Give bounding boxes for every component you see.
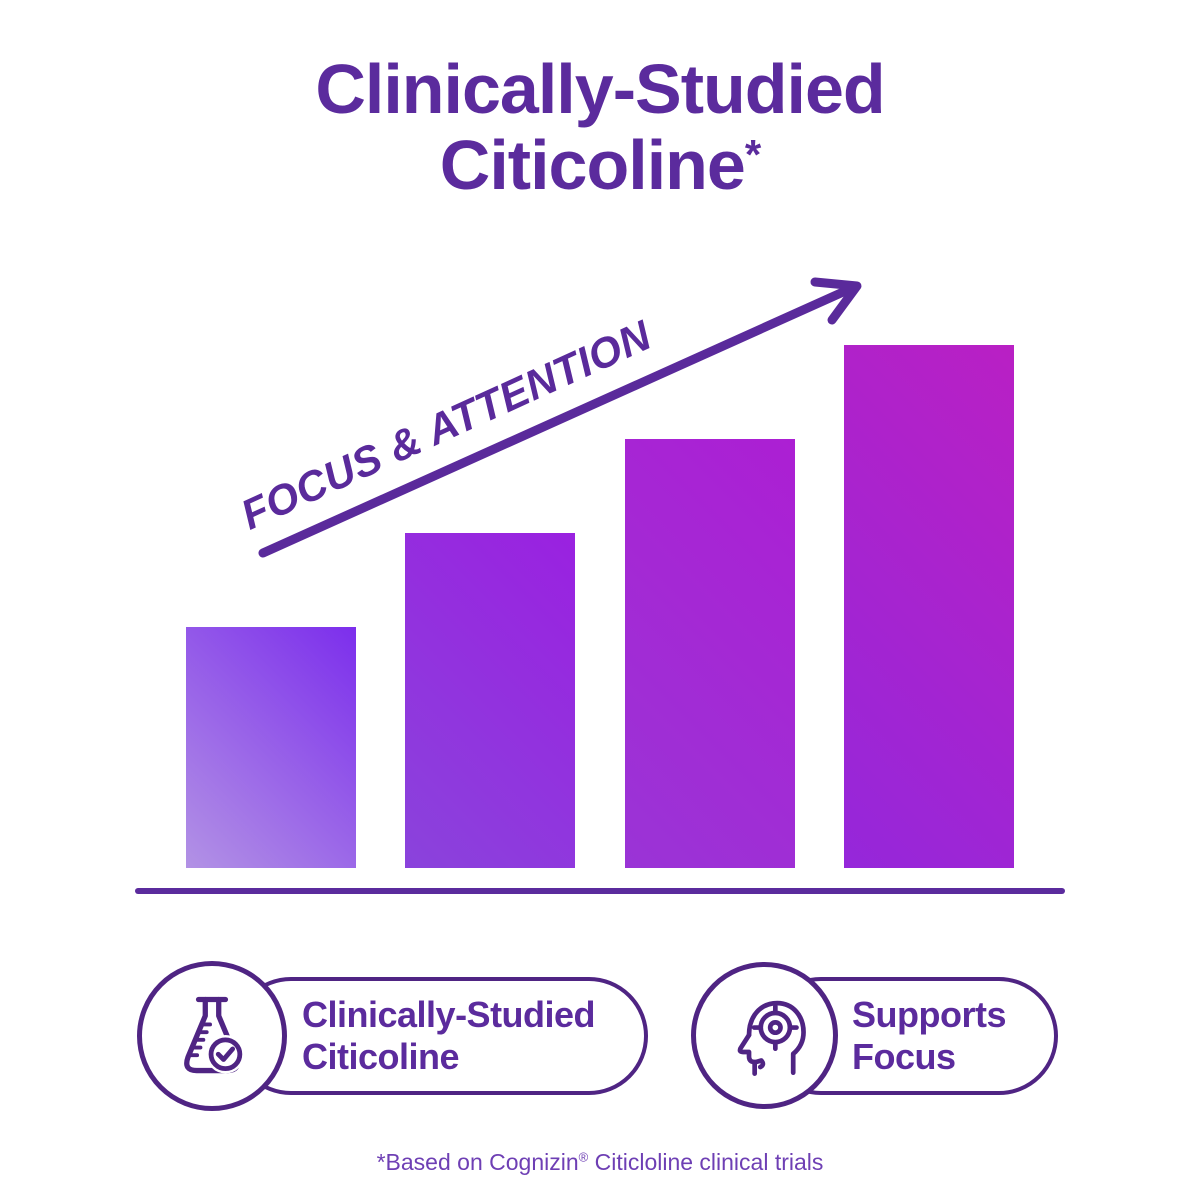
title-line-2: Citicoline	[439, 125, 746, 204]
badge-clinically-studied-line-2: Citicoline	[302, 1036, 460, 1077]
badge-clinically-studied-line-1: Clinically-Studied	[302, 994, 596, 1036]
bar-3	[624, 439, 795, 868]
registered-trademark-symbol: ®	[578, 1149, 589, 1165]
badge-supports-focus-line-1: Supports	[852, 994, 1007, 1036]
chart-baseline	[135, 888, 1065, 894]
badge-clinically-studied-circle	[137, 961, 287, 1111]
bar-chart	[186, 345, 1014, 868]
badge-supports-focus-line-2: Focus	[852, 1036, 956, 1077]
flask-check-icon	[184, 996, 245, 1074]
bar-1	[186, 627, 356, 868]
trend-arrow-head-icon	[810, 277, 862, 325]
badge-supports-focus-circle	[691, 962, 838, 1109]
badge-clinically-studied: Clinically-Studied Citicoline	[232, 977, 648, 1095]
footnote: *Based on Cognizin® Citicloline clinical…	[0, 1149, 1200, 1176]
trend-arrow-line	[258, 283, 857, 558]
page-title: Clinically-Studied Citicoline*	[0, 50, 1200, 204]
title-line-1: Clinically-Studied	[315, 50, 885, 128]
footnote-text-end: Citicloline clinical trials	[588, 1149, 824, 1175]
title-asterisk: *	[744, 130, 761, 178]
bar-4	[843, 345, 1014, 868]
bar-2	[405, 533, 576, 868]
footnote-text-start: *Based on Cognizin	[376, 1149, 579, 1175]
head-target-icon	[737, 1000, 806, 1076]
